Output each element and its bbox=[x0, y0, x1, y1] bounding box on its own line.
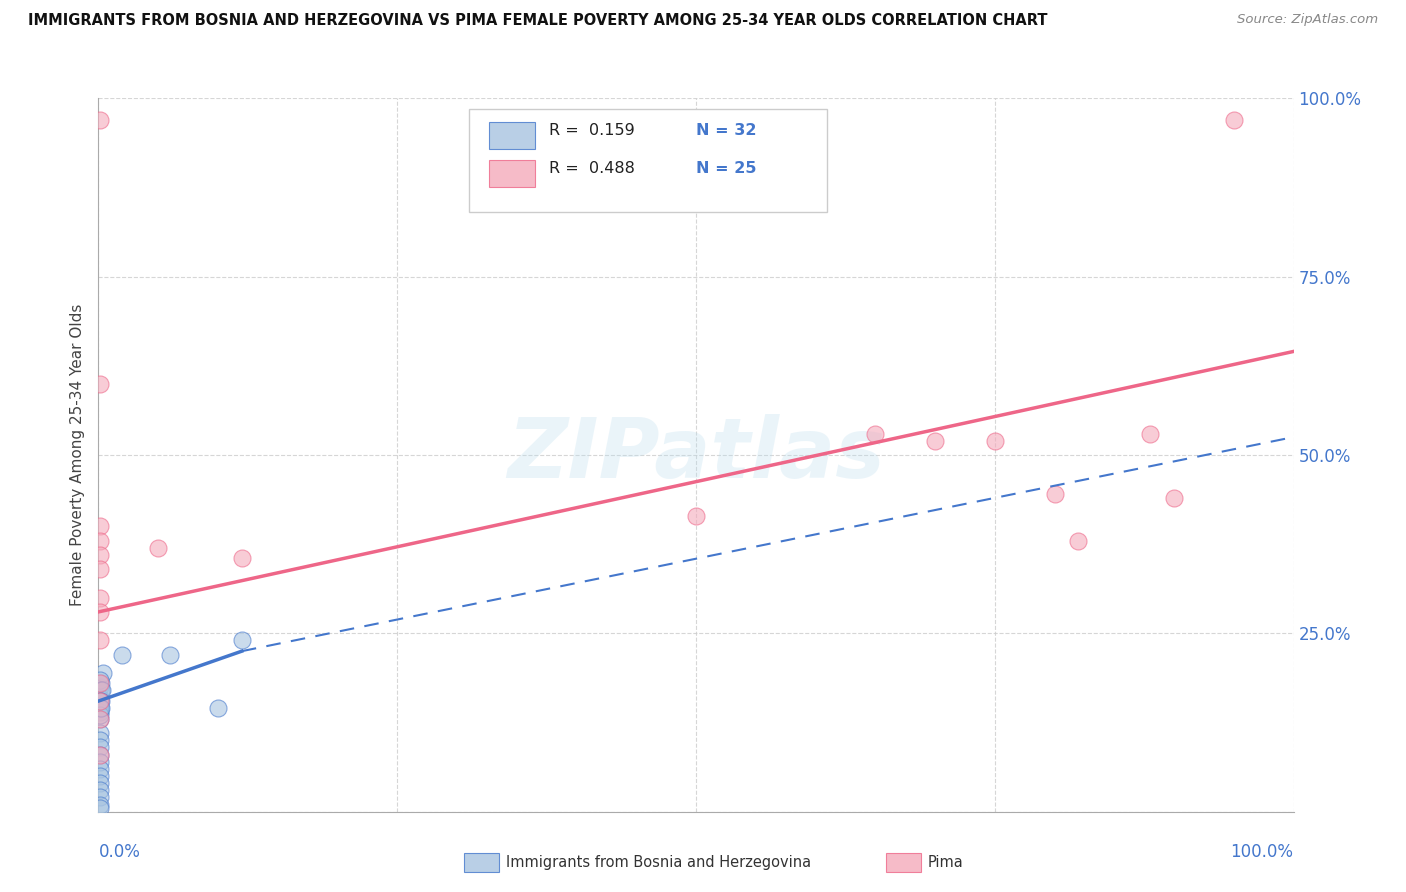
Point bbox=[1222, 112, 1246, 127]
Text: R =  0.159: R = 0.159 bbox=[548, 123, 634, 138]
Point bbox=[89, 533, 111, 548]
Text: Pima: Pima bbox=[928, 855, 963, 870]
Point bbox=[89, 694, 111, 708]
Point bbox=[89, 591, 111, 605]
Point bbox=[89, 676, 111, 690]
Point bbox=[207, 701, 229, 715]
Text: 0.0%: 0.0% bbox=[98, 843, 141, 861]
Point bbox=[924, 434, 946, 448]
Point bbox=[90, 694, 112, 708]
Point bbox=[89, 519, 111, 533]
Point bbox=[1043, 487, 1066, 501]
Point bbox=[89, 680, 111, 694]
Point bbox=[231, 551, 253, 566]
Point bbox=[89, 712, 111, 726]
Point bbox=[231, 633, 253, 648]
FancyBboxPatch shape bbox=[489, 161, 534, 187]
Text: N = 32: N = 32 bbox=[696, 123, 756, 138]
Point bbox=[89, 112, 111, 127]
Point bbox=[89, 797, 111, 812]
Text: ZIPatlas: ZIPatlas bbox=[508, 415, 884, 495]
Point bbox=[89, 755, 111, 769]
Point bbox=[89, 701, 111, 715]
Point bbox=[89, 769, 111, 783]
Point bbox=[89, 562, 111, 576]
Point bbox=[89, 633, 111, 648]
Point bbox=[91, 665, 114, 680]
Point bbox=[90, 683, 112, 698]
Point bbox=[89, 705, 111, 719]
Point bbox=[89, 376, 111, 391]
Point bbox=[89, 694, 111, 708]
Text: Immigrants from Bosnia and Herzegovina: Immigrants from Bosnia and Herzegovina bbox=[506, 855, 811, 870]
Point bbox=[148, 541, 170, 555]
Point bbox=[685, 508, 707, 523]
Text: IMMIGRANTS FROM BOSNIA AND HERZEGOVINA VS PIMA FEMALE POVERTY AMONG 25-34 YEAR O: IMMIGRANTS FROM BOSNIA AND HERZEGOVINA V… bbox=[28, 13, 1047, 29]
Text: Source: ZipAtlas.com: Source: ZipAtlas.com bbox=[1237, 13, 1378, 27]
Point bbox=[89, 801, 111, 815]
Point bbox=[89, 694, 111, 708]
Point bbox=[89, 762, 111, 776]
Y-axis label: Female Poverty Among 25-34 Year Olds: Female Poverty Among 25-34 Year Olds bbox=[70, 304, 86, 606]
Point bbox=[90, 701, 112, 715]
Point bbox=[89, 747, 111, 762]
Point bbox=[89, 548, 111, 562]
Point bbox=[89, 726, 111, 740]
Point bbox=[89, 733, 111, 747]
Point bbox=[863, 426, 887, 441]
Text: N = 25: N = 25 bbox=[696, 161, 756, 176]
FancyBboxPatch shape bbox=[470, 109, 827, 212]
Point bbox=[89, 740, 111, 755]
Point bbox=[1067, 533, 1090, 548]
Point bbox=[89, 712, 111, 726]
FancyBboxPatch shape bbox=[489, 122, 534, 150]
Point bbox=[111, 648, 134, 662]
Point bbox=[804, 112, 827, 127]
Point bbox=[89, 790, 111, 805]
Point bbox=[89, 673, 111, 687]
Point bbox=[89, 783, 111, 797]
Point bbox=[89, 708, 111, 723]
Point bbox=[89, 701, 111, 715]
Point bbox=[91, 683, 114, 698]
Point bbox=[90, 676, 112, 690]
Point bbox=[89, 776, 111, 790]
Point bbox=[89, 747, 111, 762]
Text: R =  0.488: R = 0.488 bbox=[548, 161, 636, 176]
Point bbox=[89, 605, 111, 619]
Text: 100.0%: 100.0% bbox=[1230, 843, 1294, 861]
Point bbox=[1163, 491, 1185, 505]
Point bbox=[89, 690, 111, 705]
Point bbox=[1139, 426, 1161, 441]
Point bbox=[159, 648, 181, 662]
Point bbox=[984, 434, 1007, 448]
